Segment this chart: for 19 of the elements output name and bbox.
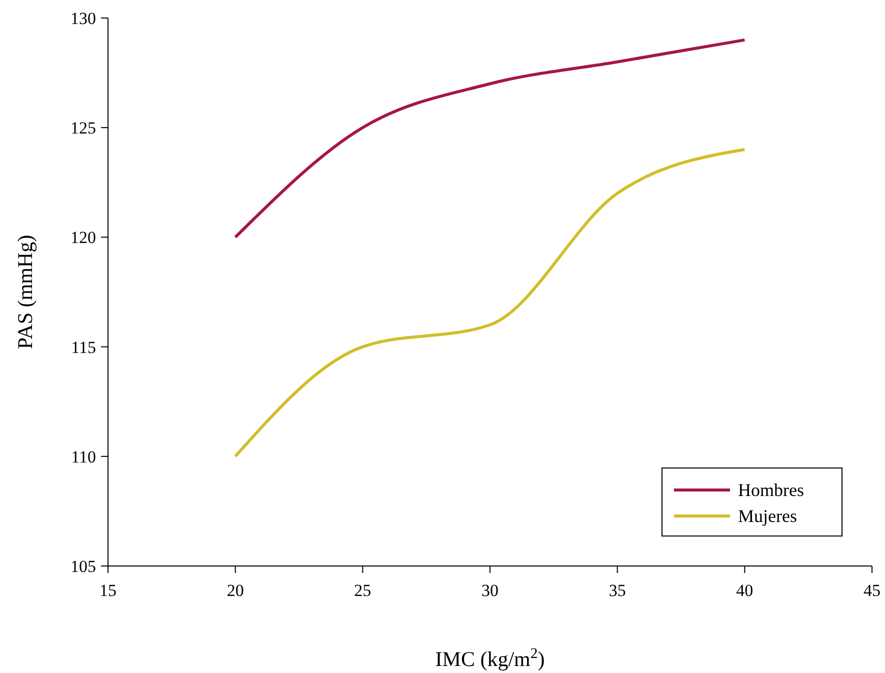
line-series — [234, 38, 746, 239]
x-tick-label: 40 — [736, 581, 754, 600]
x-tick-label: 20 — [226, 581, 244, 600]
y-tick-label: 120 — [70, 228, 96, 248]
y-tick-label: 125 — [70, 118, 96, 138]
x-tick-label: 45 — [864, 581, 880, 600]
line-series — [234, 148, 746, 458]
y-tick-label: 130 — [70, 9, 96, 28]
y-tick-label: 105 — [70, 557, 96, 576]
legend-label: Hombres — [738, 480, 804, 500]
x-tick-label: 35 — [608, 581, 626, 600]
y-tick-label: 115 — [71, 338, 96, 357]
x-tick-label: 25 — [354, 581, 372, 600]
y-tick-label: 110 — [71, 447, 96, 466]
x-axis-title: IMC (kg/m$^{2}$) — [435, 646, 545, 671]
legend-label: Mujeres — [738, 506, 797, 526]
y-axis-title: PAS (mmHg) — [13, 234, 37, 350]
x-tick-label: 15 — [100, 581, 116, 600]
x-tick-label: 30 — [482, 581, 498, 600]
